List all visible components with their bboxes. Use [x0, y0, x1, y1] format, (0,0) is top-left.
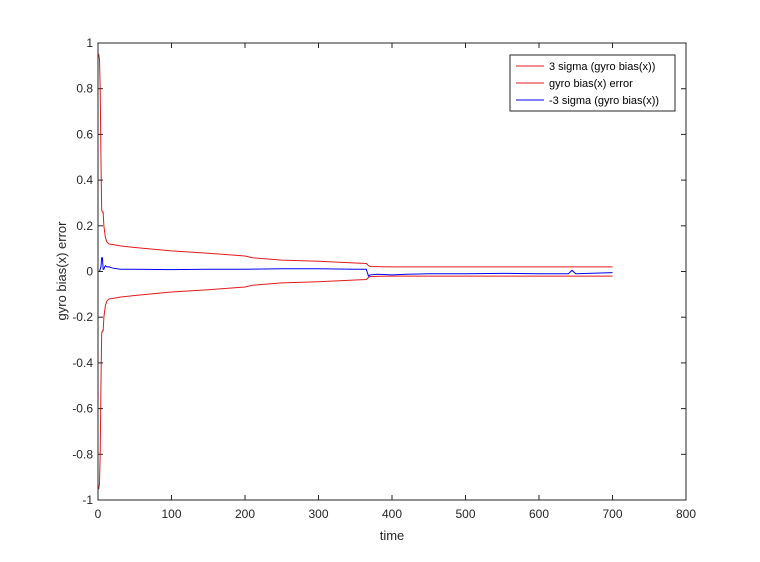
y-tick-label: 0.2	[76, 219, 93, 233]
x-tick-label: 600	[529, 507, 549, 521]
series-line-3	[98, 257, 613, 277]
x-tick-label: 500	[455, 507, 475, 521]
series-line-2	[98, 275, 613, 490]
x-tick-label: 200	[235, 507, 255, 521]
axes-layer: 0 100 200 300 400 500 600 700 800 -1 -0.8 -0.6 -0.4 -…	[72, 36, 696, 521]
legend: 3 sigma (gyro bias(x)) gyro bias(x) error…	[509, 54, 676, 112]
y-tick-label: 0.8	[76, 82, 93, 96]
y-tick-label: 1	[86, 36, 93, 50]
series-line-1	[98, 53, 613, 268]
plot-area	[98, 43, 686, 500]
y-tick-label: 0.6	[76, 127, 93, 141]
x-tick-label: 800	[676, 507, 696, 521]
legend-label-1: 3 sigma (gyro bias(x))	[549, 61, 655, 73]
y-tick-label: -0.6	[72, 402, 93, 416]
legend-label-2: gyro bias(x) error	[549, 78, 633, 90]
legend-label-3: -3 sigma (gyro bias(x))	[549, 95, 659, 107]
y-tick-label: -0.8	[72, 447, 93, 461]
y-tick-label: 0.4	[76, 173, 93, 187]
y-tick-label: -1	[82, 493, 93, 507]
x-tick-label: 400	[382, 507, 402, 521]
x-tick-label: 300	[308, 507, 328, 521]
y-tick-label: 0	[86, 265, 93, 279]
y-axis-label: gyro bias(x) error	[54, 221, 69, 321]
y-tick-label: -0.2	[72, 310, 93, 324]
y-tick-label: -0.4	[72, 356, 93, 370]
x-axis-label: time	[380, 528, 405, 543]
x-tick-label: 700	[602, 507, 622, 521]
x-tick-label: 0	[95, 507, 102, 521]
plot-layer	[98, 43, 686, 500]
x-tick-label: 100	[161, 507, 181, 521]
